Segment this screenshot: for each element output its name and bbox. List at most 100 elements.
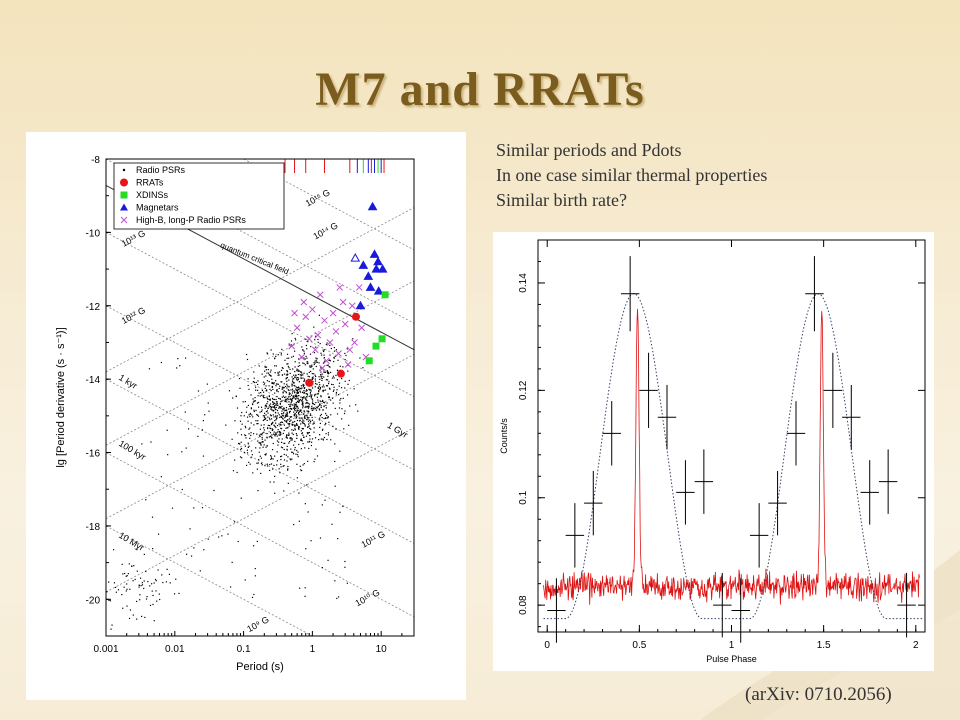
radio-psr-point — [295, 398, 297, 400]
radio-psr-point — [318, 376, 320, 378]
radio-psr-point — [338, 382, 341, 384]
radio-psr-point — [301, 469, 303, 472]
radio-psr-point — [264, 454, 266, 456]
radio-psr-point — [299, 399, 301, 402]
radio-psr-point — [300, 439, 302, 442]
radio-psr-point — [286, 427, 288, 429]
radio-psr-point — [294, 449, 296, 451]
radio-psr-point — [303, 410, 305, 412]
radio-psr-point — [264, 397, 266, 399]
radio-psr-point — [280, 421, 282, 423]
radio-psr-point — [297, 387, 299, 389]
radio-psr-point — [306, 414, 308, 416]
radio-psr-point — [288, 367, 290, 369]
radio-psr-point — [317, 387, 319, 390]
radio-psr-point — [301, 427, 303, 430]
radio-psr-point — [294, 385, 296, 387]
radio-psr-point — [267, 398, 269, 400]
radio-psr-point — [292, 378, 294, 380]
radio-psr-point — [327, 372, 329, 374]
radio-psr-point — [301, 398, 304, 400]
radio-psr-point — [270, 407, 272, 409]
radio-psr-point — [290, 403, 292, 406]
radio-psr-point — [271, 378, 273, 380]
radio-psr-point — [268, 380, 270, 383]
radio-psr-point — [284, 417, 286, 419]
radio-psr-point — [294, 405, 296, 407]
radio-psr-point — [313, 431, 315, 433]
msp-point — [111, 624, 113, 626]
radio-psr-point — [305, 355, 307, 358]
radio-psr-point — [315, 361, 318, 363]
radio-psr-point — [297, 454, 299, 456]
radio-psr-point — [255, 447, 257, 449]
radio-psr-point — [282, 432, 284, 435]
radio-psr-point — [286, 399, 288, 401]
radio-psr-point — [289, 405, 292, 407]
radio-psr-point — [280, 407, 282, 409]
radio-psr-point — [291, 398, 293, 400]
high-b-psr-point — [339, 298, 347, 306]
radio-psr-point — [337, 538, 339, 540]
radio-psr-point — [276, 409, 279, 412]
radio-psr-point — [289, 423, 291, 425]
high-b-psr-point — [335, 350, 342, 357]
msp-point — [151, 590, 153, 592]
radio-psr-point — [277, 374, 279, 376]
radio-psr-point — [328, 372, 330, 375]
radio-psr-point — [298, 411, 300, 413]
radio-psr-point — [289, 458, 291, 460]
radio-psr-point — [283, 390, 285, 392]
radio-psr-point — [287, 397, 289, 400]
radio-psr-point — [288, 385, 290, 388]
radio-psr-point — [313, 373, 315, 375]
msp-point — [125, 590, 127, 592]
ppdot-diagram: 0.001 0.01 0.1 1 10 -8 -10 -12 -14 -16 -18 -20 Perio… — [55, 155, 415, 673]
radio-psr-point — [291, 388, 294, 390]
radio-psr-point — [307, 441, 309, 443]
radio-psr-point — [269, 419, 271, 421]
radio-psr-point — [308, 376, 311, 378]
radio-psr-point — [279, 455, 282, 458]
radio-psr-point — [309, 438, 311, 440]
radio-psr-point — [302, 374, 304, 376]
radio-psr-point — [287, 427, 289, 429]
radio-psr-point — [357, 410, 359, 412]
msp-point — [144, 616, 146, 619]
radio-psr-point — [334, 443, 336, 445]
radio-psr-point — [157, 569, 159, 571]
radio-psr-point — [302, 407, 304, 409]
radio-psr-point — [275, 406, 277, 409]
radio-psr-point — [312, 409, 314, 411]
radio-psr-point — [312, 376, 314, 378]
radio-psr-point — [291, 423, 293, 425]
radio-psr-point — [308, 425, 310, 427]
legend-marker — [120, 178, 128, 187]
radio-psr-point — [311, 377, 313, 379]
radio-psr-point — [292, 390, 294, 392]
radio-psr-point — [278, 423, 280, 425]
radio-psr-point — [325, 343, 327, 346]
radio-psr-point — [269, 432, 272, 434]
radio-psr-point — [310, 540, 312, 542]
radio-psr-point — [306, 393, 308, 395]
radio-psr-point — [297, 401, 299, 403]
radio-psr-point — [278, 431, 280, 433]
x-tick-label: 0.5 — [632, 640, 646, 651]
radio-psr-point — [316, 383, 318, 385]
radio-psr-point — [285, 407, 288, 409]
radio-psr-point — [274, 426, 276, 428]
radio-psr-point — [307, 432, 309, 434]
radio-psr-point — [277, 429, 279, 431]
radio-psr-point — [177, 358, 179, 360]
radio-psr-point — [295, 415, 297, 417]
radio-psr-point — [313, 362, 315, 364]
radio-psr-point — [308, 431, 310, 434]
radio-psr-point — [265, 375, 267, 377]
radio-psr-point — [342, 366, 344, 368]
radio-psr-point — [249, 463, 251, 465]
radio-psr-point — [327, 382, 330, 385]
radio-psr-point — [310, 428, 312, 430]
radio-psr-point — [279, 472, 281, 474]
radio-psr-point — [325, 407, 327, 409]
